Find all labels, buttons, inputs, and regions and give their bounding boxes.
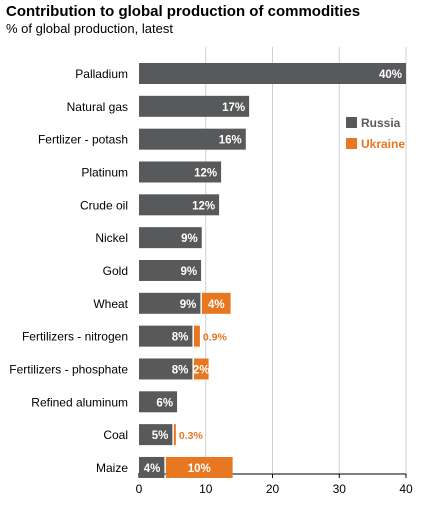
category-label: Refined aluminum [31,395,128,409]
data-label-russia: 17% [222,102,245,114]
data-label-russia: 5% [152,430,169,442]
category-label: Natural gas [67,100,128,114]
data-label-ukraine: 2% [193,364,210,376]
bar-ukraine [201,292,231,314]
category-label: Fertilizers - phosphate [9,362,128,376]
x-tick-label: 10 [199,482,213,496]
bar-russia [139,194,220,216]
bar-russia [139,63,406,84]
category-label: Nickel [95,231,128,245]
data-label-russia: 12% [194,167,217,179]
bar-russia [139,325,193,347]
bar-russia [139,161,222,183]
data-label-russia: 9% [181,233,198,245]
bar-russia [139,292,201,314]
chart-subtitle: % of global production, latest [6,21,173,36]
category-label: Palladium [75,67,128,81]
bar-russia [139,424,173,446]
bar-russia [139,391,178,413]
x-tick-label: 30 [333,482,347,496]
x-tick-label: 0 [136,482,143,496]
data-label-ukraine: 0.9% [203,332,228,344]
x-tick-label: 20 [266,482,280,496]
chart-title: Contribution to global production of com… [6,3,361,20]
bar-ukraine [165,456,233,478]
bar-russia [139,456,165,478]
bar-russia [139,358,193,380]
data-label-ukraine: 0.3% [179,430,204,442]
category-label: Maize [96,461,128,475]
legend-swatch-ukraine [346,138,357,149]
bar-ukraine [193,358,209,380]
legend-label-ukraine: Ukraine [361,137,405,151]
bar-russia [139,95,250,117]
data-label-russia: 9% [180,299,197,311]
bar-russia [139,259,202,281]
bar-ukraine [173,424,176,446]
legend-swatch-russia [346,117,357,128]
data-label-ukraine: 10% [188,463,211,475]
data-label-russia: 6% [156,397,173,409]
x-tick-label: 40 [399,482,413,496]
bar-russia [139,227,202,249]
data-label-russia: 12% [192,200,215,212]
category-label: Platinum [81,165,128,179]
data-label-russia: 4% [144,463,161,475]
data-label-russia: 8% [172,332,189,344]
bar-russia [139,128,246,150]
category-label: Crude oil [80,198,128,212]
legend-label-russia: Russia [361,116,401,130]
category-label: Coal [103,428,128,442]
data-label-ukraine: 4% [208,299,225,311]
category-label: Fertlizer - potash [38,133,128,147]
category-label: Fertilizers - nitrogen [22,330,128,344]
data-label-russia: 40% [379,69,402,81]
data-label-russia: 16% [219,135,242,147]
category-label: Wheat [93,297,128,311]
bar-ukraine [193,325,200,347]
data-label-russia: 8% [172,364,189,376]
category-label: Gold [103,264,128,278]
data-label-russia: 9% [180,266,197,278]
